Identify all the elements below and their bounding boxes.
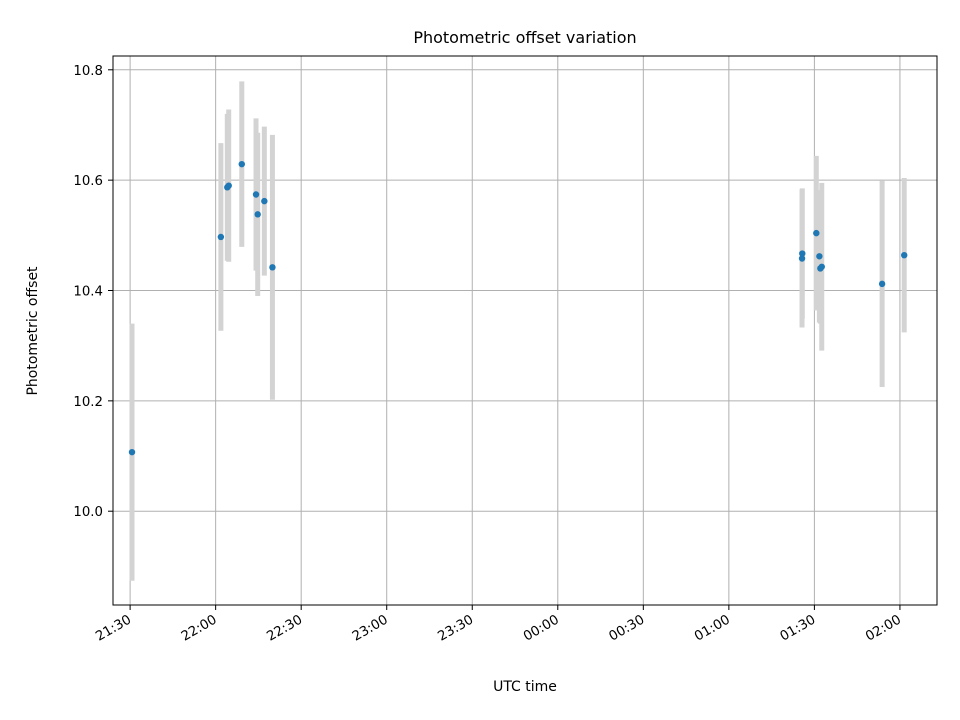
data-point bbox=[238, 160, 245, 168]
data-points bbox=[128, 160, 908, 456]
data-point bbox=[813, 229, 820, 237]
y-tick-label: 10.6 bbox=[73, 174, 103, 189]
data-point bbox=[878, 280, 886, 288]
y-tick-label: 10.4 bbox=[73, 284, 103, 299]
plot-area-background bbox=[113, 56, 937, 605]
data-point bbox=[901, 251, 908, 259]
plot-frame bbox=[112, 55, 938, 606]
y-axis-ticks: 10.0 10.2 10.4 10.6 10.8 bbox=[73, 64, 113, 520]
data-point bbox=[128, 448, 136, 456]
data-point bbox=[798, 255, 806, 262]
y-tick-label: 10.8 bbox=[73, 64, 103, 79]
y-axis-label: Photometric offset bbox=[25, 266, 41, 396]
data-point bbox=[816, 253, 823, 260]
y-tick-label: 10.2 bbox=[73, 395, 103, 410]
data-point bbox=[799, 250, 806, 257]
y-tick-label: 10.0 bbox=[73, 505, 103, 520]
data-point bbox=[217, 233, 225, 241]
x-axis-label: UTC time bbox=[493, 679, 557, 695]
chart-title: Photometric offset variation bbox=[413, 28, 636, 47]
data-point bbox=[269, 264, 276, 271]
data-point bbox=[261, 197, 268, 205]
data-point bbox=[818, 263, 825, 270]
data-point bbox=[225, 182, 232, 189]
grid bbox=[113, 56, 937, 605]
data-point bbox=[254, 211, 261, 218]
data-point bbox=[252, 191, 260, 198]
